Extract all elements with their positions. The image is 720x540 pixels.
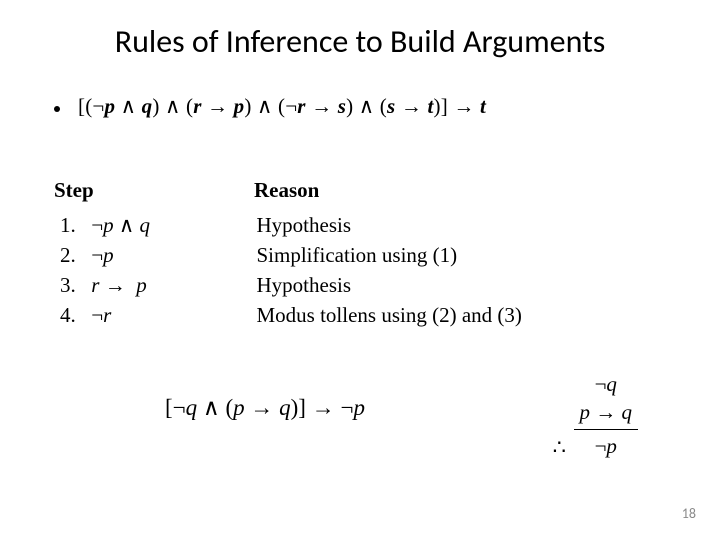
table-row: 2. ¬p Simplification using (1) [60, 240, 522, 270]
row-reason: Simplification using (1) [257, 240, 458, 270]
table-row: 3. r → p Hypothesis [60, 270, 522, 300]
row-reason: Modus tollens using (2) and (3) [257, 300, 522, 330]
main-formula: [(¬p ∧ q) ∧ (r → p) ∧ (¬r → s) ∧ (s → t)… [78, 94, 486, 119]
slide: Rules of Inference to Build Arguments [(… [0, 0, 720, 540]
row-reason: Hypothesis [257, 270, 352, 300]
derivation-block: ¬q p → q ¬p ∴ [574, 370, 639, 460]
row-number: 2. [60, 240, 86, 270]
derivation-conclusion: ¬p [574, 430, 639, 460]
table-row: 4. ¬r Modus tollens using (2) and (3) [60, 300, 522, 330]
row-number: 4. [60, 300, 86, 330]
row-step: ¬p [91, 240, 251, 270]
bullet-icon [54, 106, 60, 112]
derivation-premise-1: ¬q [574, 370, 639, 398]
row-step: ¬p ∧ q [91, 210, 251, 240]
row-number: 3. [60, 270, 86, 300]
page-number: 18 [682, 505, 696, 522]
row-reason: Hypothesis [257, 210, 352, 240]
proof-rows: 1. ¬p ∧ q Hypothesis 2. ¬p Simplificatio… [60, 210, 522, 330]
therefore-icon: ∴ [553, 435, 566, 460]
row-number: 1. [60, 210, 86, 240]
row-step: r → p [91, 270, 251, 300]
row-step: ¬r [91, 300, 251, 330]
slide-title: Rules of Inference to Build Arguments [0, 22, 720, 61]
column-header-reason: Reason [254, 178, 319, 203]
modus-tollens-formula: [¬q ∧ (p → q)] → ¬p [165, 395, 365, 421]
table-row: 1. ¬p ∧ q Hypothesis [60, 210, 522, 240]
derivation-premise-2: p → q [574, 398, 639, 430]
column-header-step: Step [54, 178, 94, 203]
